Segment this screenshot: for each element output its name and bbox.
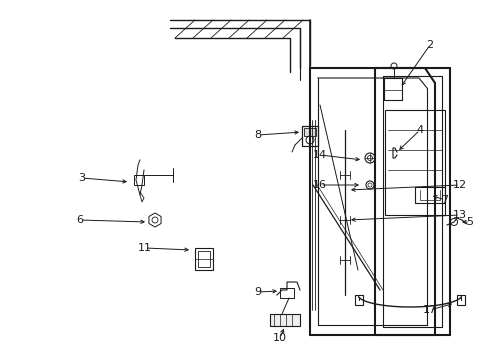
- Bar: [383, 78, 401, 100]
- Text: 8: 8: [254, 130, 261, 140]
- Text: 5: 5: [466, 217, 472, 227]
- Text: 7: 7: [441, 195, 447, 205]
- Text: 16: 16: [312, 180, 326, 190]
- Text: 6: 6: [76, 215, 83, 225]
- Text: 4: 4: [416, 125, 423, 135]
- Bar: [280, 288, 293, 298]
- Text: 12: 12: [452, 180, 466, 190]
- Text: 2: 2: [426, 40, 433, 50]
- Text: 17: 17: [422, 305, 436, 315]
- Bar: [134, 175, 143, 185]
- Bar: [354, 295, 362, 305]
- Text: 3: 3: [79, 173, 85, 183]
- Bar: [304, 128, 315, 136]
- Text: 11: 11: [138, 243, 152, 253]
- Bar: [302, 126, 317, 146]
- Bar: [195, 248, 213, 270]
- Bar: [198, 251, 209, 267]
- Text: 9: 9: [254, 287, 261, 297]
- Bar: [456, 295, 465, 305]
- Bar: [414, 187, 444, 203]
- Bar: [384, 110, 444, 215]
- Text: 14: 14: [312, 150, 326, 160]
- Text: 10: 10: [272, 333, 286, 343]
- Bar: [269, 314, 299, 326]
- Text: 13: 13: [452, 210, 466, 220]
